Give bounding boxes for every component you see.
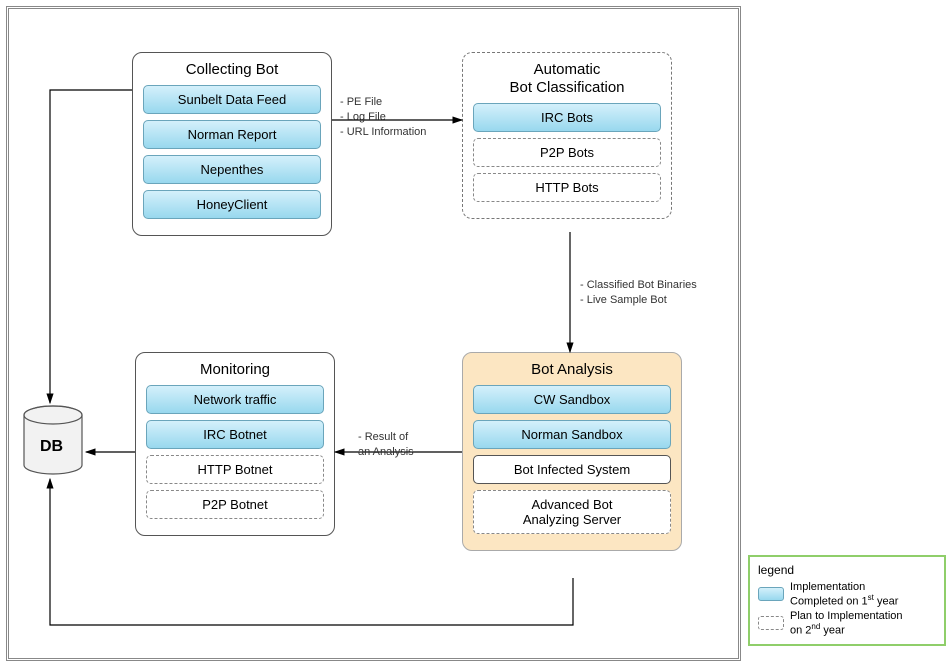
module-classification: Automatic Bot Classification IRC Bots P2… xyxy=(462,52,672,219)
edge-label-pe: - PE File - Log File - URL Information xyxy=(340,95,426,140)
item-nepenthes: Nepenthes xyxy=(143,155,321,184)
edge-label-line: - Result of xyxy=(358,430,414,445)
module-title: Collecting Bot xyxy=(143,61,321,79)
edge-label-line: - PE File xyxy=(340,95,426,110)
item-sunbelt: Sunbelt Data Feed xyxy=(143,85,321,114)
edge-label-line: - Live Sample Bot xyxy=(580,293,697,308)
item-irc-botnet: IRC Botnet xyxy=(146,420,324,449)
item-honeyclient: HoneyClient xyxy=(143,190,321,219)
module-title: Bot Analysis xyxy=(473,361,671,379)
item-cw-sandbox: CW Sandbox xyxy=(473,385,671,414)
item-irc-bots: IRC Bots xyxy=(473,103,661,132)
item-norman-sandbox: Norman Sandbox xyxy=(473,420,671,449)
module-title: Automatic Bot Classification xyxy=(473,61,661,97)
edge-label-line: - URL Information xyxy=(340,125,426,140)
legend-text: Plan to Implementation on 2nd year xyxy=(790,610,903,637)
edge-label-line: - Log File xyxy=(340,110,426,125)
module-monitoring: Monitoring Network traffic IRC Botnet HT… xyxy=(135,352,335,536)
edge-label-result: - Result of an Analysis xyxy=(358,430,414,460)
item-p2p-bots: P2P Bots xyxy=(473,138,661,167)
legend-row-plan: Plan to Implementation on 2nd year xyxy=(758,610,936,637)
module-collecting-bot: Collecting Bot Sunbelt Data Feed Norman … xyxy=(132,52,332,236)
legend-swatch-plan xyxy=(758,616,784,630)
legend-row-impl: Implementation Completed on 1st year xyxy=(758,581,936,608)
item-http-bots: HTTP Bots xyxy=(473,173,661,202)
edge-label-line: an Analysis xyxy=(358,445,414,460)
item-adv-analyzer: Advanced Bot Analyzing Server xyxy=(473,490,671,534)
legend: legend Implementation Completed on 1st y… xyxy=(748,555,946,646)
item-p2p-botnet: P2P Botnet xyxy=(146,490,324,519)
module-title: Monitoring xyxy=(146,361,324,379)
item-network-traffic: Network traffic xyxy=(146,385,324,414)
item-bot-infected: Bot Infected System xyxy=(473,455,671,484)
legend-title: legend xyxy=(758,563,936,577)
legend-text: Implementation Completed on 1st year xyxy=(790,581,898,608)
db-label: DB xyxy=(40,438,63,456)
item-http-botnet: HTTP Botnet xyxy=(146,455,324,484)
item-norman-report: Norman Report xyxy=(143,120,321,149)
edge-label-classified: - Classified Bot Binaries - Live Sample … xyxy=(580,278,697,308)
module-analysis: Bot Analysis CW Sandbox Norman Sandbox B… xyxy=(462,352,682,551)
edge-label-line: - Classified Bot Binaries xyxy=(580,278,697,293)
legend-swatch-impl xyxy=(758,587,784,601)
